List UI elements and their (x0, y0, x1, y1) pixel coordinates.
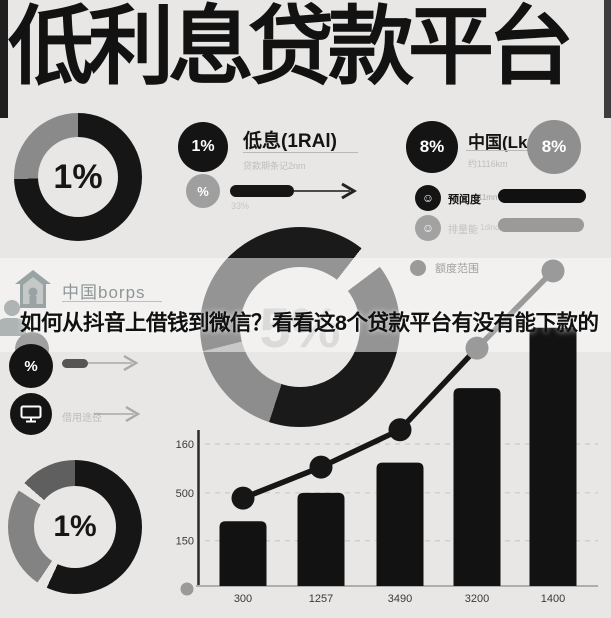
right-edge-strip (604, 0, 611, 118)
left-row2-label: 借用途径 (62, 413, 102, 424)
y-axis-tick: 160 (176, 439, 194, 451)
right-row2-label: 排量能 (448, 225, 478, 236)
origin-dot (180, 582, 194, 596)
x-axis-tick: 1400 (541, 593, 565, 605)
donut-bottom-left-value: 1% (34, 486, 116, 568)
person-icon (0, 300, 26, 336)
donut-chart-bottom-left: 1% (8, 460, 142, 594)
x-axis-tick: 1257 (309, 593, 333, 605)
donut-top-left-value: 1% (38, 137, 118, 217)
data-point (541, 259, 565, 283)
house-icon (15, 270, 51, 308)
line-segment (397, 345, 480, 433)
divider (243, 152, 358, 153)
bar-line-chart: 160 500 150 300 1257 3490 3200 1400 (150, 255, 611, 618)
bar (297, 492, 345, 586)
smiley-icon: ☺ (415, 215, 441, 241)
low-interest-title: 低息(1RAl) (243, 131, 337, 152)
donut-chart-top-left: 1% (14, 113, 142, 241)
right-row2-sub: 1dind (480, 223, 500, 232)
percent-badge-left: % (9, 344, 53, 388)
legend-label: 额度范围 (435, 263, 479, 275)
progress-caption: 33% (231, 201, 250, 211)
left-edge-strip (0, 0, 8, 118)
bar (529, 327, 577, 586)
data-point (465, 336, 489, 360)
progress-pill (230, 185, 294, 197)
data-point (388, 418, 412, 442)
bar (376, 462, 424, 586)
monitor-icon (10, 393, 52, 435)
arrow-icon (94, 405, 141, 423)
right-row1-label: 预闻度 (448, 194, 481, 206)
y-axis-tick: 150 (176, 536, 194, 548)
x-axis-tick: 300 (234, 593, 252, 605)
brand-label: 中国borps (62, 283, 146, 302)
line-segment (318, 427, 403, 470)
right-row1-bar (498, 189, 586, 203)
right-badge-dark: 8% (406, 121, 458, 173)
data-point (309, 455, 333, 479)
divider (466, 150, 558, 151)
percent-badge: % (186, 174, 220, 208)
low-interest-subtitle: 贷款期条记2nm (243, 161, 306, 171)
divider (62, 301, 162, 302)
right-badge-gray: 8% (527, 120, 581, 174)
bar (453, 388, 501, 586)
banner-headline: 如何从抖音上借钱到微信？看看这8个贷款平台有没有能下款的 (20, 311, 599, 335)
smiley-icon: ☺ (415, 185, 441, 211)
arrow-icon (88, 354, 139, 372)
data-point (231, 486, 255, 510)
chart-legend: 额度范围 (410, 260, 479, 276)
right-row1-sub: 11mm (478, 193, 500, 202)
y-axis-tick: 500 (176, 488, 194, 500)
low-interest-badge: 1% (178, 122, 228, 172)
page-title: 低利息贷款平台 (8, 0, 574, 95)
x-axis-tick: 3490 (388, 593, 412, 605)
line-segment (474, 268, 556, 351)
arrow-icon (294, 182, 357, 200)
banner-overlay (0, 258, 611, 352)
x-axis-tick: 3200 (465, 593, 489, 605)
legend-dot-icon (410, 260, 426, 276)
bar (219, 521, 267, 586)
right-row2-bar (498, 218, 584, 232)
small-pill (62, 359, 88, 368)
line-segment (240, 464, 324, 501)
right-panel-subtitle: 约1116km (468, 159, 508, 169)
